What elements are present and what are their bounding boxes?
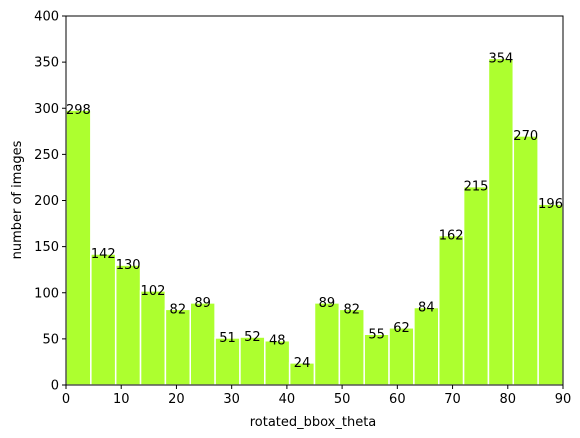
bar-value-label-2: 130: [116, 258, 141, 273]
bar-15: [438, 234, 465, 386]
bar-value-label-18: 270: [513, 129, 538, 144]
bar-value-label-16: 215: [464, 180, 489, 195]
bar-value-label-5: 89: [194, 296, 211, 311]
y-tick-label-3: 150: [34, 240, 59, 255]
y-tick-label-7: 350: [34, 56, 59, 71]
x-tick-label-9: 90: [555, 392, 572, 407]
bar-value-label-0: 298: [66, 103, 91, 118]
y-axis-label: number of images: [10, 140, 25, 259]
bar-3: [139, 290, 167, 386]
bar-value-label-8: 48: [269, 334, 286, 349]
y-tick-label-0: 0: [51, 379, 59, 394]
bar-14: [413, 306, 440, 386]
x-tick-label-8: 80: [500, 392, 517, 407]
bar-value-label-12: 55: [368, 327, 385, 342]
bar-5: [189, 302, 216, 386]
bar-10: [313, 302, 341, 386]
y-tick-label-8: 400: [34, 10, 59, 25]
bar-value-label-19: 196: [538, 197, 563, 212]
x-tick-label-3: 30: [223, 392, 240, 407]
bar-13: [388, 327, 415, 386]
bar-value-label-11: 82: [344, 302, 361, 317]
x-tick-label-5: 50: [334, 392, 351, 407]
bar-18: [512, 135, 539, 386]
x-tick-label-2: 20: [168, 392, 185, 407]
bar-value-label-14: 84: [418, 301, 435, 316]
bars-group: [65, 57, 564, 386]
bar-value-label-6: 51: [219, 331, 236, 346]
y-tick-label-5: 250: [34, 148, 59, 163]
bar-16: [462, 185, 490, 386]
x-tick-label-6: 60: [389, 392, 406, 407]
y-tick-label-4: 200: [34, 194, 59, 209]
bar-value-label-15: 162: [439, 229, 464, 244]
bar-4: [164, 308, 191, 386]
bar-value-label-7: 52: [244, 330, 261, 345]
bar-17: [487, 57, 515, 386]
bar-value-label-9: 24: [294, 356, 311, 371]
x-tick-label-4: 40: [279, 392, 296, 407]
bar-value-label-3: 102: [141, 284, 166, 299]
axes-group: 0 10 20 30 40 50 60 70 80 90 0 50 100 150 200 250 300 350…: [34, 10, 571, 408]
bar-19: [537, 203, 564, 386]
bar-1: [90, 253, 117, 386]
bar-11: [338, 308, 365, 386]
x-tick-label-7: 70: [444, 392, 461, 407]
bar-0: [65, 109, 92, 386]
bar-value-label-1: 142: [91, 247, 116, 262]
y-tick-label-6: 300: [34, 102, 59, 117]
bar-2: [114, 264, 142, 386]
bar-value-label-4: 82: [170, 302, 187, 317]
x-tick-label-0: 0: [62, 392, 70, 407]
y-tick-label-2: 100: [34, 286, 59, 301]
bar-value-label-10: 89: [319, 296, 336, 311]
bar-value-label-17: 354: [488, 51, 513, 66]
bar-value-label-13: 62: [393, 321, 410, 336]
y-tick-label-1: 50: [42, 332, 59, 347]
x-axis-label: rotated_bbox_theta: [250, 415, 377, 430]
x-tick-label-1: 10: [113, 392, 130, 407]
